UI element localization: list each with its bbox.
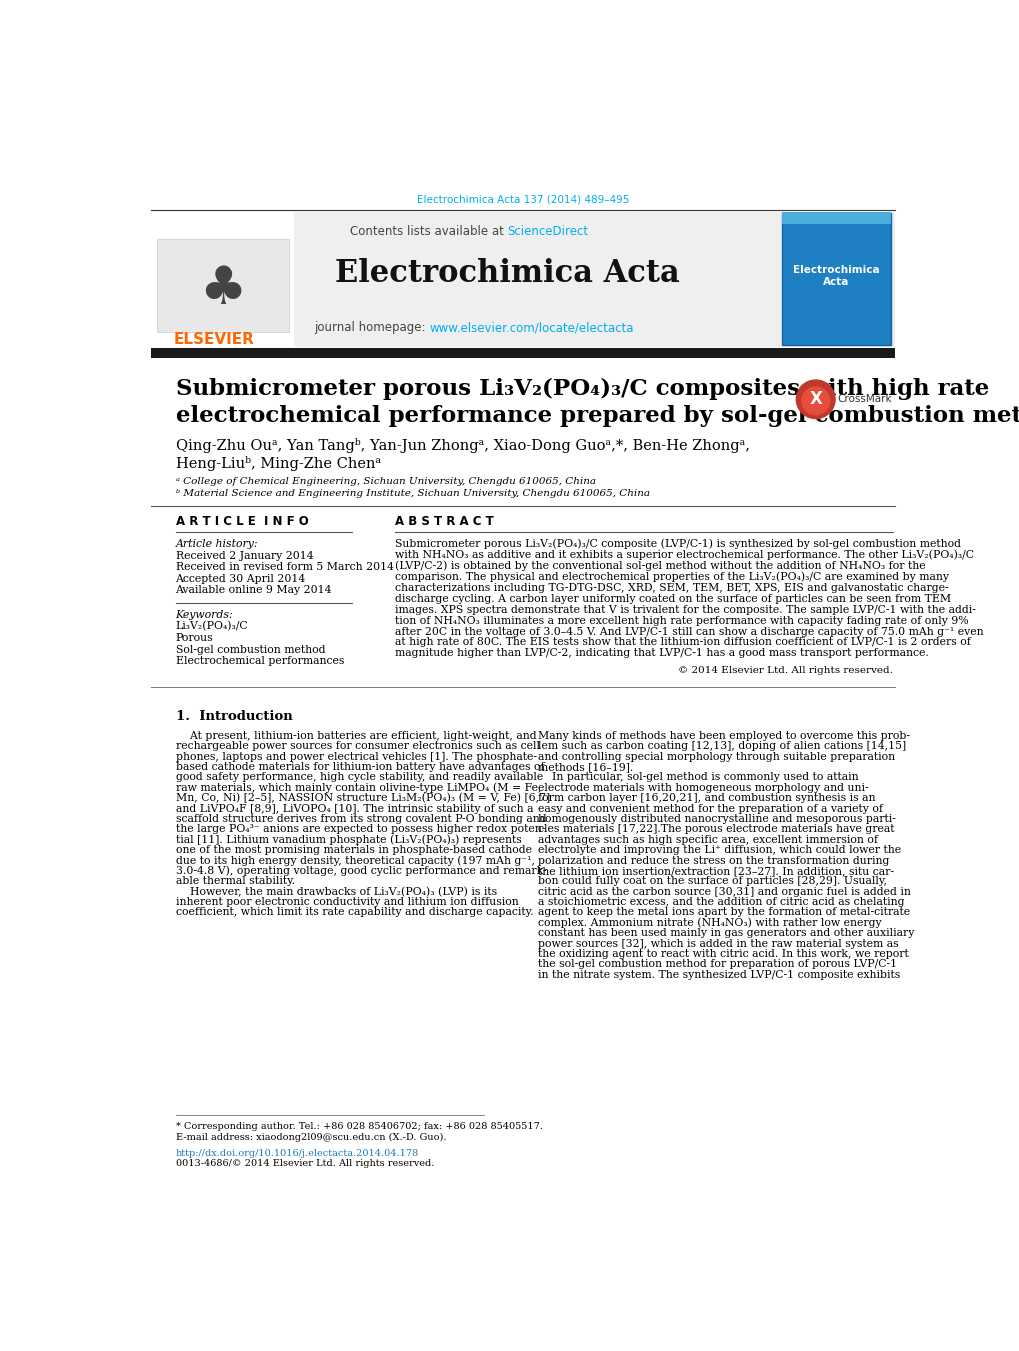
Text: Sol-gel combustion method: Sol-gel combustion method: [175, 644, 325, 654]
Text: power sources [32], which is added in the raw material system as: power sources [32], which is added in th…: [538, 939, 898, 948]
Text: Submicrometer porous Li₃V₂(PO₄)₃/C composites with high rate: Submicrometer porous Li₃V₂(PO₄)₃/C compo…: [175, 378, 987, 400]
Text: 3.0-4.8 V), operating voltage, good cyclic performance and remark-: 3.0-4.8 V), operating voltage, good cycl…: [175, 866, 545, 877]
Text: tion of NH₄NO₃ illuminates a more excellent high rate performance with capacity : tion of NH₄NO₃ illuminates a more excell…: [394, 616, 968, 626]
Text: Electrochimica
Acta: Electrochimica Acta: [793, 265, 879, 286]
Text: inherent poor electronic conductivity and lithium ion diffusion: inherent poor electronic conductivity an…: [175, 897, 518, 907]
Text: ELSEVIER: ELSEVIER: [174, 332, 255, 347]
Text: 1.  Introduction: 1. Introduction: [175, 711, 292, 723]
Text: in the nitrate system. The synthesized LVP/C-1 composite exhibits: in the nitrate system. The synthesized L…: [538, 970, 900, 979]
Text: and controlling special morphology through suitable preparation: and controlling special morphology throu…: [538, 751, 895, 762]
Text: Li₃V₂(PO₄)₃/C: Li₃V₂(PO₄)₃/C: [175, 621, 248, 631]
Text: ScienceDirect: ScienceDirect: [506, 224, 588, 238]
Text: good safety performance, high cycle stability, and readily available: good safety performance, high cycle stab…: [175, 773, 542, 782]
Text: Electrochimica Acta 137 (2014) 489–495: Electrochimica Acta 137 (2014) 489–495: [416, 195, 629, 204]
Text: lem such as carbon coating [12,13], doping of alien cations [14,15]: lem such as carbon coating [12,13], dopi…: [538, 742, 906, 751]
Text: with NH₄NO₃ as additive and it exhibits a superior electrochemical performance. : with NH₄NO₃ as additive and it exhibits …: [394, 550, 973, 561]
Text: able thermal stability.: able thermal stability.: [175, 877, 294, 886]
Text: Mn, Co, Ni) [2–5], NASSION structure Li₃M₂(PO₄)₃ (M = V, Fe) [6,7]: Mn, Co, Ni) [2–5], NASSION structure Li₃…: [175, 793, 549, 804]
Text: ᵃ College of Chemical Engineering, Sichuan University, Chengdu 610065, China: ᵃ College of Chemical Engineering, Sichu…: [175, 477, 595, 486]
Text: tial [11]. Lithium vanadium phosphate (Li₃V₂(PO₄)₃) represents: tial [11]. Lithium vanadium phosphate (L…: [175, 835, 521, 844]
Text: Received 2 January 2014: Received 2 January 2014: [175, 551, 313, 561]
Text: Electrochemical performances: Electrochemical performances: [175, 657, 343, 666]
Circle shape: [796, 380, 835, 419]
Bar: [782, 213, 890, 346]
Text: Qing-Zhu Ouᵃ, Yan Tangᵇ, Yan-Jun Zhongᵃ, Xiao-Dong Guoᵃ,*, Ben-He Zhongᵃ,: Qing-Zhu Ouᵃ, Yan Tangᵇ, Yan-Jun Zhongᵃ,…: [175, 438, 749, 453]
Text: the large PO₄³⁻ anions are expected to possess higher redox poten-: the large PO₄³⁻ anions are expected to p…: [175, 824, 544, 835]
Text: A B S T R A C T: A B S T R A C T: [394, 515, 493, 528]
Text: © 2014 Elsevier Ltd. All rights reserved.: © 2014 Elsevier Ltd. All rights reserved…: [678, 666, 893, 674]
Text: at high rate of 80C. The EIS tests show that the lithium-ion diffusion coefficie: at high rate of 80C. The EIS tests show …: [394, 638, 970, 647]
Text: Electrochimica Acta: Electrochimica Acta: [334, 258, 679, 289]
Text: Article history:: Article history:: [175, 539, 258, 549]
Bar: [157, 239, 288, 331]
Text: a stoichiometric excess, and the addition of citric acid as chelating: a stoichiometric excess, and the additio…: [538, 897, 904, 907]
Text: raw materials, which mainly contain olivine-type LiMPO₄ (M = Fe,: raw materials, which mainly contain oliv…: [175, 782, 540, 793]
Text: complex. Ammonium nitrate (NH₄NO₃) with rather low energy: complex. Ammonium nitrate (NH₄NO₃) with …: [538, 917, 881, 928]
Text: discharge cycling. A carbon layer uniformly coated on the surface of particles c: discharge cycling. A carbon layer unifor…: [394, 593, 950, 604]
Text: www.elsevier.com/locate/electacta: www.elsevier.com/locate/electacta: [429, 322, 634, 334]
Text: easy and convenient method for the preparation of a variety of: easy and convenient method for the prepa…: [538, 804, 882, 813]
Text: ᵇ Material Science and Engineering Institute, Sichuan University, Chengdu 610065: ᵇ Material Science and Engineering Insti…: [175, 489, 649, 497]
Text: phones, laptops and power electrical vehicles [1]. The phosphate-: phones, laptops and power electrical veh…: [175, 751, 536, 762]
Text: A R T I C L E  I N F O: A R T I C L E I N F O: [175, 515, 308, 528]
Bar: [151, 212, 293, 347]
Text: homogenously distributed nanocrystalline and mesoporous parti-: homogenously distributed nanocrystalline…: [538, 813, 896, 824]
Text: agent to keep the metal ions apart by the formation of metal-citrate: agent to keep the metal ions apart by th…: [538, 908, 910, 917]
Text: http://dx.doi.org/10.1016/j.electacta.2014.04.178: http://dx.doi.org/10.1016/j.electacta.20…: [175, 1148, 419, 1158]
Text: and LiVPO₄F [8,9], LiVOPO₄ [10]. The intrinsic stability of such a: and LiVPO₄F [8,9], LiVOPO₄ [10]. The int…: [175, 804, 533, 813]
Text: 0013-4686/© 2014 Elsevier Ltd. All rights reserved.: 0013-4686/© 2014 Elsevier Ltd. All right…: [175, 1159, 433, 1169]
Text: the lithium ion insertion/extraction [23–27]. In addition, situ car-: the lithium ion insertion/extraction [23…: [538, 866, 894, 875]
Circle shape: [801, 386, 828, 415]
Text: based cathode materials for lithium-ion battery have advantages of: based cathode materials for lithium-ion …: [175, 762, 544, 771]
Text: However, the main drawbacks of Li₃V₂(PO₄)₃ (LVP) is its: However, the main drawbacks of Li₃V₂(PO₄…: [175, 886, 496, 897]
Text: CrossMark: CrossMark: [837, 394, 892, 404]
Text: electrolyte and improving the Li⁺ diffusion, which could lower the: electrolyte and improving the Li⁺ diffus…: [538, 846, 901, 855]
Text: due to its high energy density, theoretical capacity (197 mAh g⁻¹,: due to its high energy density, theoreti…: [175, 855, 534, 866]
Text: the sol-gel combustion method for preparation of porous LVP/C-1: the sol-gel combustion method for prepar…: [538, 959, 897, 970]
Text: Contents lists available at: Contents lists available at: [350, 224, 506, 238]
Text: Submicrometer porous Li₃V₂(PO₄)₃/C composite (LVP/C-1) is synthesized by sol-gel: Submicrometer porous Li₃V₂(PO₄)₃/C compo…: [394, 539, 960, 550]
Text: the oxidizing agent to react with citric acid. In this work, we report: the oxidizing agent to react with citric…: [538, 948, 908, 959]
Text: * Corresponding author. Tel.: +86 028 85406702; fax: +86 028 85405517.: * Corresponding author. Tel.: +86 028 85…: [175, 1123, 542, 1131]
Text: bon could fully coat on the surface of particles [28,29]. Usually,: bon could fully coat on the surface of p…: [538, 877, 887, 886]
Text: magnitude higher than LVP/C-2, indicating that LVP/C-1 has a good mass transport: magnitude higher than LVP/C-2, indicatin…: [394, 648, 927, 658]
Bar: [151, 212, 894, 347]
Text: E-mail address: xiaodong2l09@scu.edu.cn (X.-D. Guo).: E-mail address: xiaodong2l09@scu.edu.cn …: [175, 1133, 445, 1143]
Text: Available online 9 May 2014: Available online 9 May 2014: [175, 585, 332, 596]
Text: citric acid as the carbon source [30,31] and organic fuel is added in: citric acid as the carbon source [30,31]…: [538, 886, 910, 897]
Text: Keywords:: Keywords:: [175, 609, 233, 620]
Text: comparison. The physical and electrochemical properties of the Li₃V₂(PO₄)₃/C are: comparison. The physical and electrochem…: [394, 571, 948, 582]
Text: At present, lithium-ion batteries are efficient, light-weight, and: At present, lithium-ion batteries are ef…: [175, 731, 536, 740]
Text: Heng-Liuᵇ, Ming-Zhe Chenᵃ: Heng-Liuᵇ, Ming-Zhe Chenᵃ: [175, 457, 380, 471]
Text: X: X: [808, 390, 821, 408]
Text: images. XPS spectra demonstrate that V is trivalent for the composite. The sampl: images. XPS spectra demonstrate that V i…: [394, 605, 975, 615]
Text: constant has been used mainly in gas generators and other auxiliary: constant has been used mainly in gas gen…: [538, 928, 914, 939]
Text: (LVP/C-2) is obtained by the conventional sol-gel method without the addition of: (LVP/C-2) is obtained by the conventiona…: [394, 561, 924, 571]
Text: one of the most promising materials in phosphate-based cathode: one of the most promising materials in p…: [175, 846, 531, 855]
Text: rechargeable power sources for consumer electronics such as cell: rechargeable power sources for consumer …: [175, 742, 539, 751]
Text: after 20C in the voltage of 3.0–4.5 V. And LVP/C-1 still can show a discharge ca: after 20C in the voltage of 3.0–4.5 V. A…: [394, 627, 982, 636]
Text: characterizations including TG-DTG-DSC, XRD, SEM, TEM, BET, XPS, EIS and galvano: characterizations including TG-DTG-DSC, …: [394, 582, 948, 593]
Bar: [151, 347, 894, 358]
Text: scaffold structure derives from its strong covalent P-O bonding and: scaffold structure derives from its stro…: [175, 813, 545, 824]
Text: ♣: ♣: [199, 263, 247, 315]
Text: journal homepage:: journal homepage:: [314, 322, 429, 334]
Text: Many kinds of methods have been employed to overcome this prob-: Many kinds of methods have been employed…: [538, 731, 909, 740]
Text: polarization and reduce the stress on the transformation during: polarization and reduce the stress on th…: [538, 855, 889, 866]
Text: Received in revised form 5 March 2014: Received in revised form 5 March 2014: [175, 562, 393, 571]
Text: electrode materials with homogeneous morphology and uni-: electrode materials with homogeneous mor…: [538, 782, 868, 793]
Text: coefficient, which limit its rate capability and discharge capacity.: coefficient, which limit its rate capabi…: [175, 908, 533, 917]
Text: advantages such as high specific area, excellent immersion of: advantages such as high specific area, e…: [538, 835, 877, 844]
Text: Accepted 30 April 2014: Accepted 30 April 2014: [175, 574, 306, 584]
Text: form carbon layer [16,20,21], and combustion synthesis is an: form carbon layer [16,20,21], and combus…: [538, 793, 875, 802]
Text: methods [16–19].: methods [16–19].: [538, 762, 633, 771]
Text: Porous: Porous: [175, 634, 213, 643]
Bar: [782, 212, 890, 224]
Text: In particular, sol-gel method is commonly used to attain: In particular, sol-gel method is commonl…: [538, 773, 858, 782]
Text: electrochemical performance prepared by sol-gel combustion method: electrochemical performance prepared by …: [175, 405, 1019, 427]
Text: cles materials [17,22].The porous electrode materials have great: cles materials [17,22].The porous electr…: [538, 824, 894, 835]
